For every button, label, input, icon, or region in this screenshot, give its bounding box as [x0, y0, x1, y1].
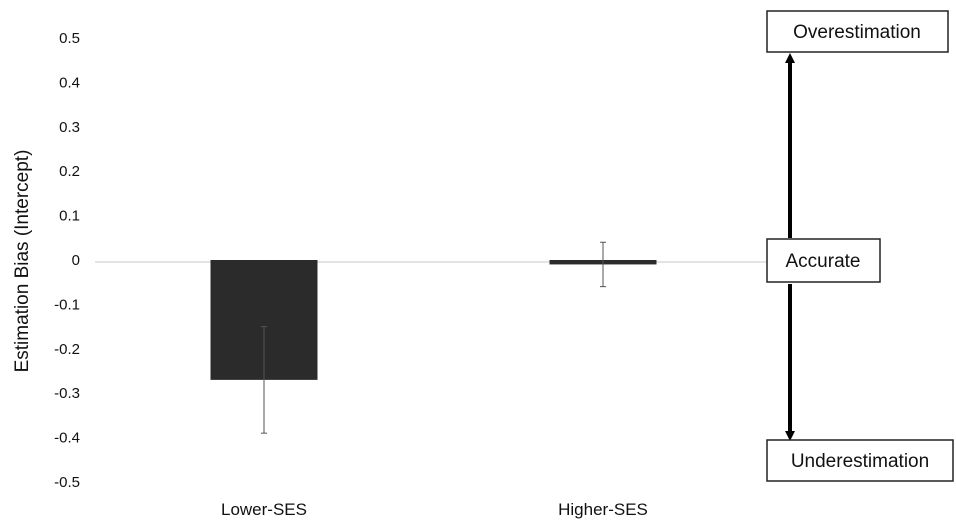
y-tick-label: -0.4: [54, 430, 80, 447]
overestimation-box: [766, 10, 949, 53]
y-tick-label: 0.4: [59, 74, 80, 91]
y-tick-label: 0.5: [59, 30, 80, 47]
y-tick-label: 0.1: [59, 208, 80, 225]
y-axis-title: Estimation Bias (Intercept): [12, 150, 33, 373]
y-axis-ticks: 0.5 0.4 0.3 0.2 0.1 0 -0.1 -0.2 -0.3 -0.4 -0.5: [54, 30, 80, 491]
bars: [210, 241, 657, 434]
overestimation-label: Overestimation: [793, 22, 921, 43]
error-bar-higher-ses: [600, 241, 606, 288]
y-tick-label: -0.1: [54, 296, 80, 313]
y-tick-label: -0.3: [54, 385, 80, 402]
accurate-label: Accurate: [786, 251, 861, 272]
accurate-box: [766, 238, 881, 283]
error-bar-lower-ses: [261, 326, 267, 434]
underestimation-label: Underestimation: [791, 451, 929, 472]
y-tick-label: 0.2: [59, 163, 80, 180]
y-tick-label: 0: [72, 252, 80, 269]
y-tick-label: 0.3: [59, 119, 80, 136]
y-tick-label: -0.5: [54, 474, 80, 491]
category-label-lower-ses: Lower-SES: [221, 500, 307, 519]
y-tick-label: -0.2: [54, 341, 80, 358]
category-label-higher-ses: Higher-SES: [558, 500, 648, 519]
underestimation-box: [766, 439, 954, 482]
